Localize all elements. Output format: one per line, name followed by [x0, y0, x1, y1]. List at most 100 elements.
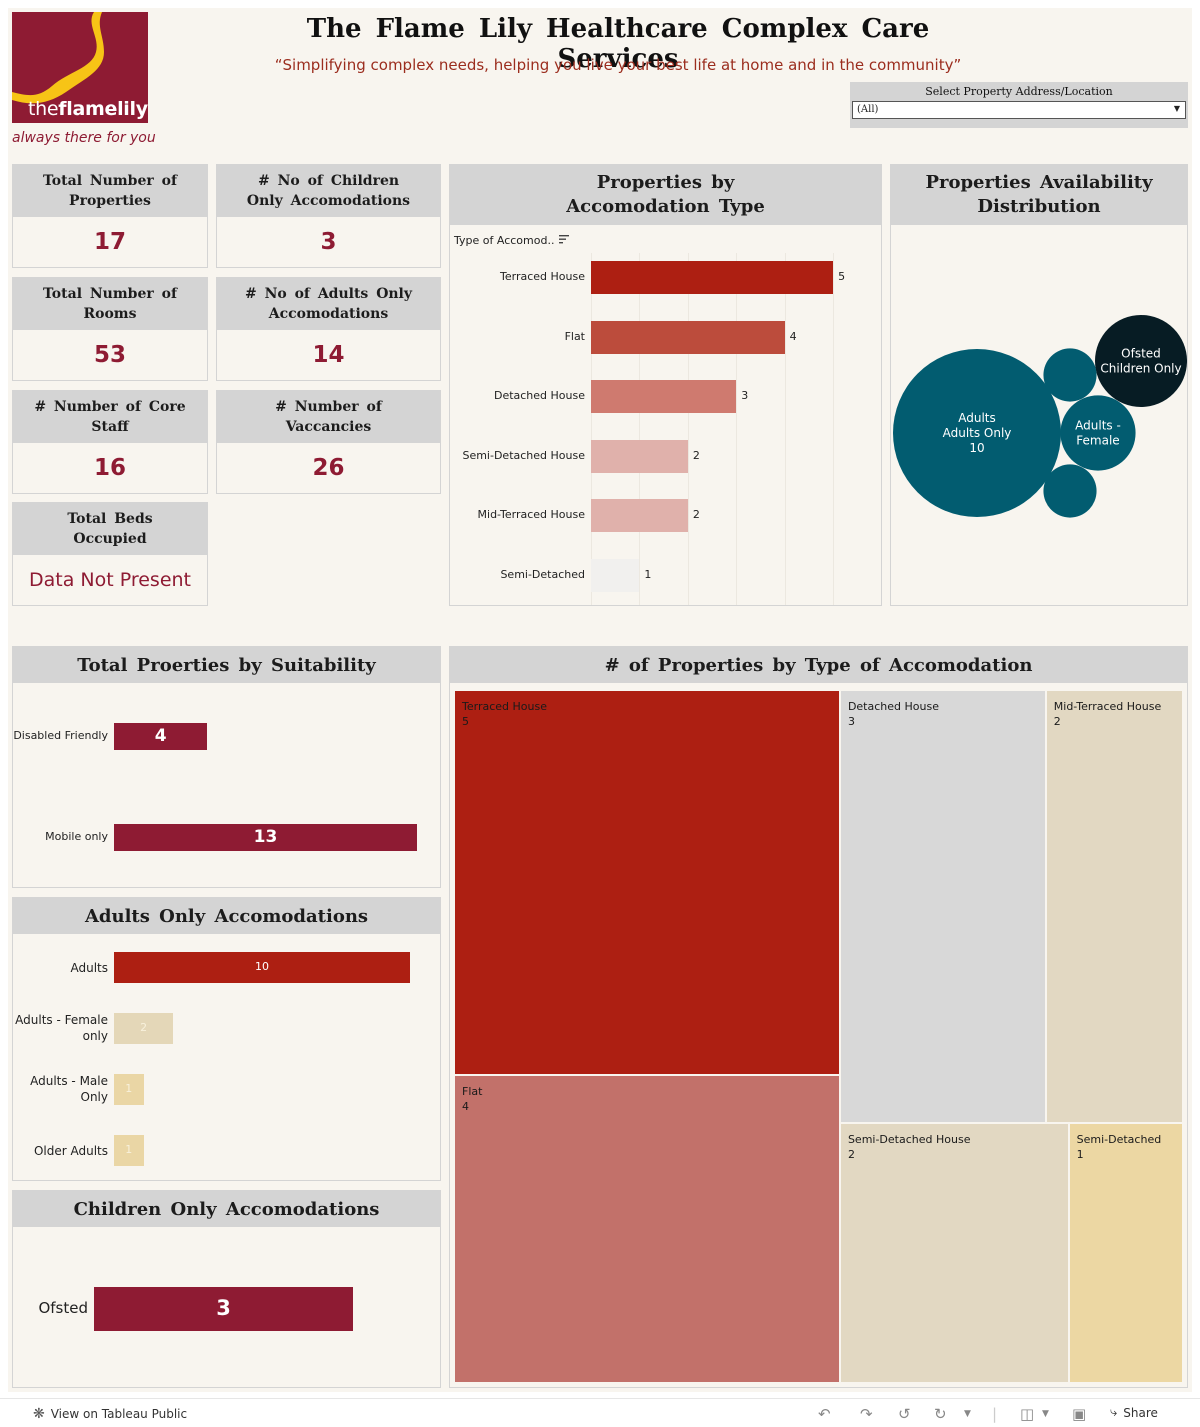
- grid-line: [591, 253, 592, 605]
- bar-label: Disabled Friendly: [13, 729, 108, 742]
- kpi-value: 53: [93, 342, 126, 368]
- page-title: The Flame Lily Healthcare Complex Care S…: [306, 14, 930, 74]
- bar-label: Terraced House: [500, 270, 585, 283]
- treemap-title: # of Properties by Type of Accomodation: [450, 647, 1187, 683]
- accom-treemap: Terraced House 5 Flat 4 Detached House 3 Mid-T…: [454, 690, 1183, 1383]
- treemap-panel: # of Properties by Type of Accomodation …: [449, 646, 1188, 1388]
- kpi-label: Total Beds Occupied: [13, 503, 207, 555]
- kpi-value: 16: [93, 455, 126, 481]
- children-panel: Children Only Accomodations Ofsted 3: [12, 1190, 441, 1388]
- bar: [591, 499, 688, 532]
- treemap-cell: Detached House 3: [839, 690, 1046, 1124]
- bar: [591, 320, 785, 354]
- bar-value: 2: [692, 448, 700, 462]
- kpi-label: # No of Children Only Accomodations: [217, 165, 440, 217]
- sort-icon[interactable]: [559, 234, 570, 247]
- filter-select[interactable]: (All) ▼: [852, 101, 1186, 119]
- kpi-value: 3: [320, 229, 337, 255]
- logo-slogan: always there for you: [12, 130, 156, 146]
- kpi-label: # No of Adults Only Accomodations: [217, 278, 440, 330]
- kpi-total-rooms: Total Number of Rooms 53: [12, 277, 208, 381]
- bar-value: 5: [838, 270, 846, 283]
- bar-label: Adults - Female only: [15, 1013, 108, 1043]
- fullscreen-icon[interactable]: ▣: [1072, 1405, 1087, 1423]
- filter-label: Select Property Address/Location: [925, 85, 1113, 98]
- bubble: [1095, 315, 1187, 407]
- revert-icon[interactable]: ↺: [898, 1405, 911, 1423]
- kpi-vacancies: # Number of Vaccancies 26: [216, 390, 441, 494]
- kpi-adults-only: # No of Adults Only Accomodations 14: [216, 277, 441, 381]
- treemap-cell-value: 2: [847, 1148, 855, 1162]
- bar-value: 4: [154, 726, 167, 746]
- treemap-cell-value: 5: [462, 715, 469, 728]
- bar: [114, 723, 208, 750]
- bubble-label: Adults: [958, 411, 996, 425]
- suitability-title: Total Proerties by Suitability: [13, 647, 440, 683]
- bar: [591, 261, 834, 294]
- bar-value: 1: [644, 567, 652, 581]
- treemap-cell-label: Semi-Detached: [1076, 1133, 1162, 1147]
- filter-selected-value: (All): [857, 104, 879, 115]
- dashboard-canvas: theflamelily® always there for you The F…: [8, 8, 1192, 1392]
- availability-title: Properties Availability Distribution: [891, 165, 1187, 225]
- bar: [114, 952, 410, 983]
- grid-line: [784, 253, 786, 605]
- view-on-tableau-label: View on Tableau Public: [50, 1407, 188, 1421]
- bubble-label: 10: [969, 441, 984, 455]
- kpi-value: 26: [312, 455, 345, 481]
- bubble: [893, 349, 1061, 517]
- bar-value: 1: [125, 1082, 133, 1095]
- bar: [94, 1287, 353, 1331]
- adults-panel: Adults Only Accomodations Adults 10 Adults…: [12, 897, 441, 1181]
- bar-label: Older Adults: [33, 1144, 108, 1158]
- caret-down-icon[interactable]: ▼: [964, 1409, 971, 1419]
- kpi-total-properties: Total Number of Properties 17: [12, 164, 208, 268]
- treemap-cell-value: 4: [462, 1100, 469, 1113]
- kpi-label: # Number of Core Staff: [13, 391, 207, 443]
- view-on-tableau-link[interactable]: ❋ View on Tableau Public: [33, 1406, 187, 1422]
- redo-icon[interactable]: ↷: [860, 1405, 873, 1423]
- treemap-cell-value: 1: [1076, 1148, 1084, 1162]
- bar-label: Semi-Detached House: [462, 448, 585, 462]
- treemap-cell-value: 2: [1053, 715, 1061, 728]
- download-caret-icon[interactable]: ▼: [1042, 1409, 1049, 1419]
- bar-label: Adults: [70, 961, 108, 975]
- divider: |: [992, 1405, 998, 1423]
- treemap-cell: Semi-Detached 1: [1068, 1123, 1183, 1383]
- children-bars: Ofsted 3: [13, 1227, 440, 1387]
- bar: [114, 1013, 174, 1044]
- share-label: Share: [1123, 1405, 1158, 1420]
- treemap-cell: Terraced House 5: [454, 690, 840, 1075]
- bar: [591, 380, 737, 413]
- flamelily-logo: theflamelily® always there for you: [12, 12, 156, 146]
- bar-label: Mid-Terraced House: [477, 508, 585, 521]
- kpi-value: 14: [312, 342, 345, 368]
- flame-swoosh-icon: [12, 12, 104, 104]
- bubble-label: Female: [1076, 434, 1119, 448]
- undo-icon[interactable]: ↶: [818, 1405, 831, 1423]
- refresh-icon[interactable]: ↻: [934, 1405, 947, 1423]
- logo-wordmark-light: the: [28, 98, 59, 120]
- kpi-core-staff: # Number of Core Staff 16: [12, 390, 208, 494]
- treemap-cell-label: Terraced House: [462, 700, 547, 713]
- grid-line: [833, 253, 835, 605]
- chevron-down-icon: ▼: [1173, 104, 1180, 113]
- bar-value: 4: [789, 329, 797, 343]
- kpi-label: Total Number of Rooms: [13, 278, 207, 330]
- suitability-panel: Total Proerties by Suitability Disabled …: [12, 646, 441, 888]
- adults-bars: Adults 10 Adults - Female only 2 Adults - Ma…: [13, 934, 440, 1180]
- bar-label: Adults - Male Only: [30, 1074, 108, 1104]
- bar-label: Ofsted: [38, 1299, 88, 1317]
- kpi-value: Data Not Present: [28, 569, 192, 591]
- treemap-cell-label: Semi-Detached House: [847, 1133, 971, 1147]
- share-button[interactable]: ⤷ Share: [1110, 1405, 1158, 1420]
- bar-label: Flat: [564, 329, 585, 343]
- grid-line: [639, 253, 641, 605]
- treemap-cell: Mid-Terraced House 2: [1045, 690, 1183, 1124]
- download-icon[interactable]: ◫: [1020, 1405, 1035, 1423]
- kpi-label: # Number of Vaccancies: [217, 391, 440, 443]
- bar-value: 13: [253, 827, 278, 847]
- kpi-value: 17: [93, 229, 126, 255]
- bar-value: 10: [255, 960, 269, 973]
